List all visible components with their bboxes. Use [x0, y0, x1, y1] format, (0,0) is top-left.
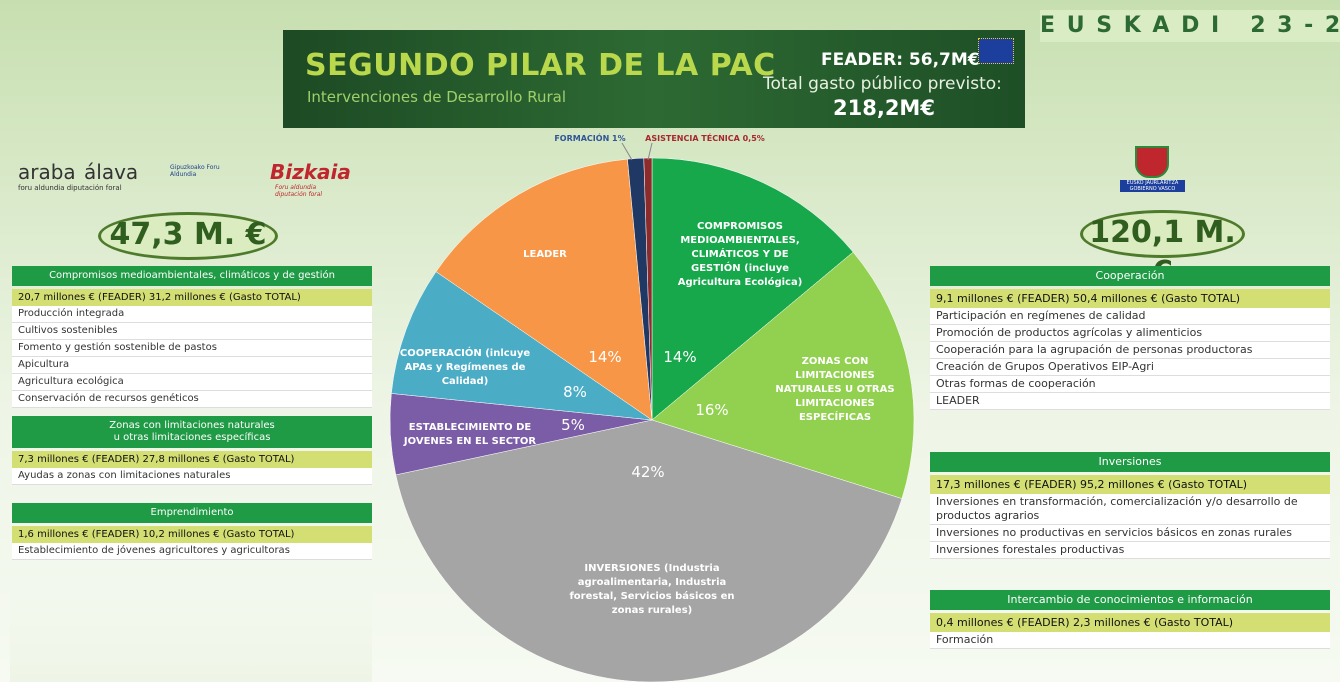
slice-label: ASISTENCIA TÉCNICA 0,5% [645, 134, 765, 143]
logo-text: Bizkaia [270, 160, 351, 184]
item-list: Ayudas a zonas con limitaciones naturale… [12, 468, 372, 485]
funding: 1,6 millones € (FEADER) 10,2 millones € … [12, 526, 372, 543]
section-title: Inversiones [1098, 455, 1162, 468]
slice-percent: 42% [631, 463, 665, 481]
funding: 20,7 millones € (FEADER) 31,2 millones €… [12, 289, 372, 306]
slice-label: FORMACIÓN 1% [554, 134, 626, 143]
slice-label: COOPERACIÓN (inlcuye APAs y Regímenes de… [399, 348, 531, 387]
item: Promoción de productos agrícolas y alime… [930, 325, 1330, 342]
section: Intercambio de conocimientos e informaci… [930, 590, 1330, 649]
total-value: 218,2M€ [833, 96, 935, 120]
funding: 9,1 millones € (FEADER) 50,4 millones € … [930, 289, 1330, 308]
section: Zonas con limitaciones naturales u otras … [12, 416, 372, 485]
logo-text: EUSKO JAURLARITZA [1120, 180, 1185, 186]
item: Inversiones forestales productivas [930, 542, 1330, 559]
item: Producción integrada [12, 306, 372, 323]
section: Cooperación 9,1 millones € (FEADER) 50,4 … [930, 266, 1330, 410]
subtitle: Intervenciones de Desarrollo Rural [307, 88, 567, 106]
section-header: Zonas con limitaciones naturales u otras … [12, 416, 372, 448]
item: Ayudas a zonas con limitaciones naturale… [12, 468, 372, 485]
slice-label: INVERSIONES (Industria agroalimentaria, … [569, 563, 735, 616]
logo-text: Foru aldundia diputación foral [275, 184, 323, 198]
logo-shield [1135, 146, 1169, 178]
pie-slice [651, 157, 854, 421]
logo-text: Gipuzkoako Foru Aldundia [170, 164, 220, 178]
item: Creación de Grupos Operativos EIP-Agri [930, 359, 1330, 376]
item-list: Inversiones en transformación, comercial… [930, 494, 1330, 559]
amount-oval: 47,3 M. € [98, 212, 278, 260]
funding: 7,3 millones € (FEADER) 27,8 millones € … [12, 451, 372, 468]
logo-text: araba [18, 160, 76, 184]
section-title: Zonas con limitaciones naturales [109, 420, 275, 431]
pie-slice [391, 271, 653, 421]
section-header: Compromisos medioambientales, climáticos… [12, 266, 372, 286]
section-header: Emprendimiento [12, 503, 372, 523]
funding: 17,3 millones € (FEADER) 95,2 millones €… [930, 475, 1330, 494]
total-label: Total gasto público previsto: [763, 74, 1002, 94]
slice-percent: 8% [563, 383, 587, 401]
eu-flag [978, 38, 1014, 64]
item-list: Establecimiento de jóvenes agricultores … [12, 543, 372, 560]
section: Compromisos medioambientales, climáticos… [12, 266, 372, 408]
slice-label: ESTABLECIMIENTO DE JOVENES EN EL SECTOR [403, 422, 537, 447]
item-list: Participación en regímenes de calidad Pro… [930, 308, 1330, 410]
section-header: Cooperación [930, 266, 1330, 286]
pie-slice [643, 157, 653, 421]
logo-text: álava [84, 160, 139, 184]
section-header: Intercambio de conocimientos e informaci… [930, 590, 1330, 610]
item: Inversiones no productivas en servicios … [930, 525, 1330, 542]
item: Apicultura [12, 357, 372, 374]
slice-percent: 5% [561, 416, 585, 434]
logo-text: GOBIERNO VASCO [1120, 186, 1185, 192]
brand: E U S K A D I 2 3 - 2 7 [1040, 10, 1340, 42]
leader-line [647, 142, 653, 161]
title: SEGUNDO PILAR DE LA PAC [305, 48, 776, 83]
section: Emprendimiento 1,6 millones € (FEADER) 10… [12, 503, 372, 560]
left-panel [10, 590, 372, 682]
item: Cultivos sostenibles [12, 323, 372, 340]
slice-percent: 14% [663, 348, 697, 366]
section-header: Inversiones [930, 452, 1330, 472]
pie-slice [651, 251, 915, 499]
slice-label: LEADER [523, 249, 567, 260]
slice-percent: 14% [588, 348, 622, 366]
item: Fomento y gestión sostenible de pastos [12, 340, 372, 357]
item-list: Producción integrada Cultivos sostenibles… [12, 306, 372, 408]
slice-label: ZONAS CON LIMITACIONES NATURALES U OTRAS… [775, 356, 895, 423]
item: Participación en regímenes de calidad [930, 308, 1330, 325]
item: LEADER [930, 393, 1330, 410]
item: Agricultura ecológica [12, 374, 372, 391]
item: Cooperación para la agrupación de person… [930, 342, 1330, 359]
item: Inversiones en transformación, comercial… [930, 494, 1330, 525]
pie-slice [435, 158, 653, 421]
section-title: Cooperación [1095, 269, 1165, 282]
header-banner: SEGUNDO PILAR DE LA PAC Intervenciones de… [283, 30, 1025, 128]
section-title: u otras limitaciones específicas [113, 432, 271, 443]
feader: FEADER: 56,7M€ [821, 50, 980, 70]
slice-label: COMPROMISOS MEDIOAMBIENTALES, CLIMÁTICOS… [677, 221, 803, 288]
funding: 0,4 millones € (FEADER) 2,3 millones € (… [930, 613, 1330, 632]
slice-percent: 16% [695, 401, 729, 419]
section: Inversiones 17,3 millones € (FEADER) 95,2… [930, 452, 1330, 559]
item: Establecimiento de jóvenes agricultores … [12, 543, 372, 560]
item: Formación [930, 632, 1330, 649]
logo-text: foru aldundia diputación foral [18, 184, 122, 192]
section-title: Intercambio de conocimientos e informaci… [1007, 593, 1253, 606]
item-list: Formación [930, 632, 1330, 649]
item: Conservación de recursos genéticos [12, 391, 372, 408]
section-title: Emprendimiento [150, 507, 234, 518]
section-title: Compromisos medioambientales, climáticos… [49, 270, 335, 281]
item: Otras formas de cooperación [930, 376, 1330, 393]
leader-line [621, 142, 633, 161]
